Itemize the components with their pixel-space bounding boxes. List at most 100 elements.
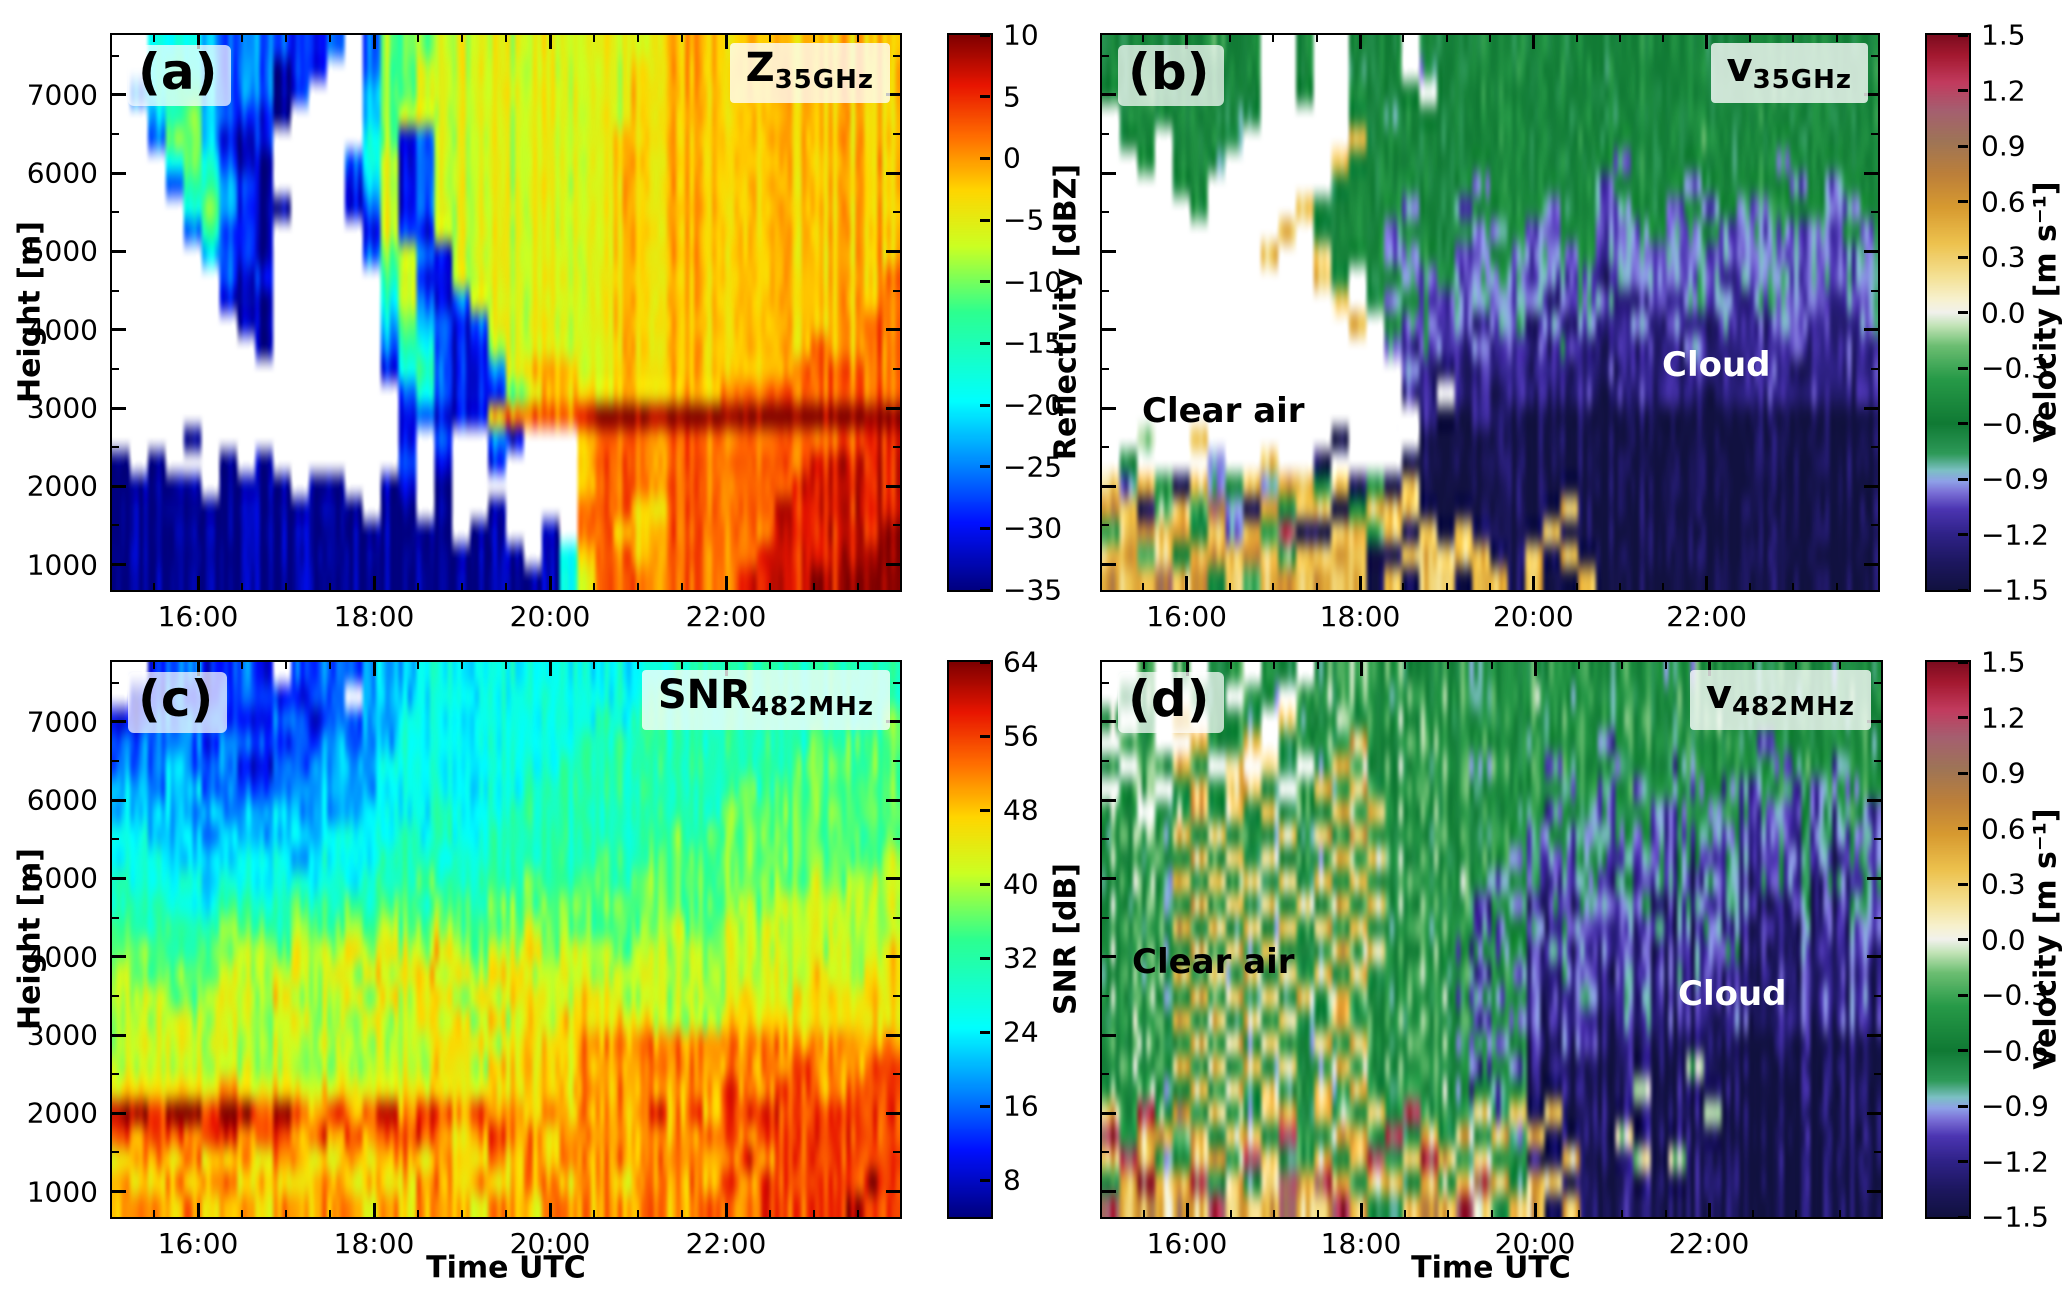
x-tick xyxy=(1229,583,1231,590)
y-tick xyxy=(893,681,900,684)
x-tick xyxy=(1705,576,1709,590)
colorbar-tick xyxy=(980,341,990,345)
x-tick xyxy=(681,35,683,42)
y-tick xyxy=(112,367,119,370)
y-tick xyxy=(893,1151,900,1154)
y-tick-label: 5000 xyxy=(26,234,98,268)
colorbar-tick xyxy=(1958,588,1968,592)
heatmap-c-snr xyxy=(112,662,900,1217)
colorbar-tick xyxy=(980,33,990,37)
x-tick xyxy=(548,1203,552,1217)
x-tick xyxy=(1316,662,1319,669)
y-tick-label: 4000 xyxy=(26,940,98,974)
x-tick xyxy=(1577,1210,1580,1217)
x-tick xyxy=(1489,583,1491,590)
colorbar-tick-label: −25 xyxy=(1003,450,1063,484)
x-tick-label: 18:00 xyxy=(333,1227,415,1260)
colorbar-tick xyxy=(1958,1215,1968,1219)
colorbar-tick xyxy=(980,403,990,407)
y-tick xyxy=(886,955,900,959)
panel-letter-a: (a) xyxy=(128,45,232,106)
colorbar-tick-label: 0.3 xyxy=(1981,867,2026,901)
y-tick xyxy=(1864,93,1878,97)
x-tick xyxy=(769,583,771,590)
colorbar-tick-label: 1.2 xyxy=(1981,74,2026,107)
colorbar-tick xyxy=(1958,660,1968,664)
x-tick xyxy=(681,583,683,590)
y-tick xyxy=(1871,289,1878,292)
y-tick xyxy=(893,289,900,292)
y-tick xyxy=(1867,798,1881,802)
x-tick xyxy=(1185,1203,1189,1217)
x-tick xyxy=(1273,1210,1275,1217)
y-tick xyxy=(886,171,900,175)
y-tick xyxy=(112,524,119,527)
x-tick-label: 18:00 xyxy=(1319,600,1401,633)
y-tick xyxy=(886,93,900,97)
x-tick xyxy=(417,35,419,42)
y-tick xyxy=(112,289,119,292)
x-tick xyxy=(813,662,815,669)
x-tick xyxy=(1751,1210,1754,1217)
y-tick xyxy=(893,916,900,919)
colorbar-tick xyxy=(1958,882,1968,886)
x-tick xyxy=(372,576,376,590)
colorbar-tick xyxy=(1958,938,1968,941)
y-tick xyxy=(1102,955,1116,959)
colorbar-label-snr: SNR [dB] xyxy=(1048,862,1084,1016)
y-tick xyxy=(1871,132,1878,135)
colorbar-tick-label: −1.2 xyxy=(1981,518,2049,551)
x-tick-label: 20:00 xyxy=(1494,1227,1576,1260)
panel-letter-c: (c) xyxy=(128,672,228,733)
x-tick xyxy=(1707,1203,1711,1217)
y-tick xyxy=(112,955,126,959)
x-tick xyxy=(241,35,243,42)
y-tick xyxy=(112,1033,126,1037)
y-tick xyxy=(112,1073,119,1076)
x-tick xyxy=(1619,583,1621,590)
y-tick xyxy=(886,798,900,802)
x-tick xyxy=(1358,35,1362,49)
x-tick xyxy=(1445,35,1448,42)
y-tick xyxy=(1102,1033,1116,1037)
x-tick xyxy=(461,35,463,42)
x-tick xyxy=(1490,662,1493,669)
colorbar-tick-label: 40 xyxy=(1003,867,1039,901)
colorbar-tick-label: 0.3 xyxy=(1981,240,2026,274)
x-tick xyxy=(1402,35,1405,42)
y-tick xyxy=(1864,563,1878,567)
colorbar-tick-label: −20 xyxy=(1003,388,1063,422)
colorbar-tick-label: 48 xyxy=(1003,793,1039,827)
x-tick xyxy=(857,1210,859,1217)
y-tick xyxy=(112,759,119,762)
colorbar-tick xyxy=(980,1104,990,1108)
y-tick xyxy=(1102,328,1116,332)
y-tick xyxy=(112,876,126,880)
x-tick xyxy=(1272,35,1275,42)
y-tick xyxy=(1867,955,1881,959)
colorbar-tick-label: 64 xyxy=(1003,645,1039,679)
y-tick xyxy=(112,211,119,214)
x-tick xyxy=(593,35,595,42)
y-tick xyxy=(1864,328,1878,332)
x-tick xyxy=(417,662,419,669)
x-tick xyxy=(241,662,243,669)
colorbar-tick-label: −0.9 xyxy=(1981,1089,2049,1123)
x-tick xyxy=(1662,583,1665,590)
y-tick xyxy=(112,406,126,410)
y-tick xyxy=(1871,211,1878,214)
colorbar-tick xyxy=(1958,716,1968,719)
x-tick-label: 16:00 xyxy=(157,1227,239,1260)
y-tick xyxy=(1102,720,1116,724)
y-tick xyxy=(112,484,126,488)
y-tick xyxy=(886,1190,900,1194)
x-tick xyxy=(724,662,728,676)
y-tick xyxy=(1102,524,1109,527)
x-tick xyxy=(1402,583,1405,590)
x-tick xyxy=(1575,35,1578,42)
y-tick-label: 6000 xyxy=(26,156,98,190)
y-tick xyxy=(1102,1111,1116,1115)
x-tick xyxy=(724,1203,728,1217)
y-tick xyxy=(1102,211,1109,214)
x-tick xyxy=(1142,583,1145,590)
